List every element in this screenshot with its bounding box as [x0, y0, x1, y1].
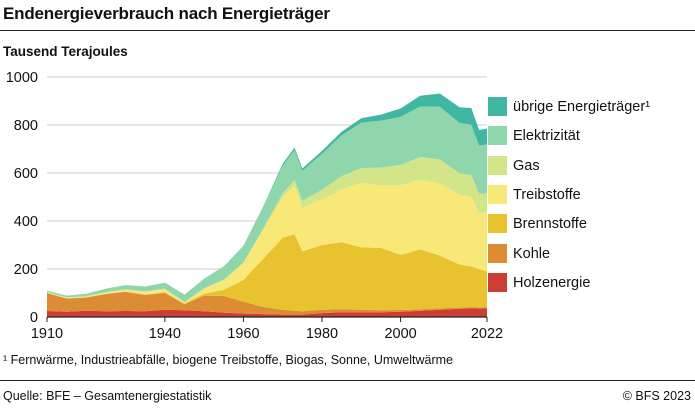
area-elektrizität	[47, 106, 487, 302]
y-axis-unit-label: Tausend Terajoules	[3, 44, 128, 59]
legend-swatch	[488, 126, 507, 146]
area-gas	[47, 156, 487, 303]
legend-label: Treibstoffe	[513, 186, 581, 203]
x-tick-label: 1980	[306, 326, 338, 342]
legend-label: Elektrizität	[513, 128, 580, 145]
chart-title: Endenergieverbrauch nach Energieträger	[3, 4, 330, 23]
copyright-note: © BFS 2023	[622, 389, 691, 403]
y-tick-label: 400	[14, 214, 38, 230]
y-tick-label: 800	[14, 118, 38, 134]
y-tick-label: 1000	[6, 70, 38, 86]
footer-divider	[0, 380, 695, 381]
legend-swatch	[488, 214, 507, 234]
area-treibstoffe	[47, 179, 487, 304]
source-note: Quelle: BFE – Gesamtenergiestatistik	[3, 389, 212, 403]
x-tick-label: 1940	[149, 326, 181, 342]
legend-label: Holzenergie	[513, 274, 591, 291]
legend-swatch	[488, 184, 507, 204]
area-brennstoffe	[47, 233, 487, 312]
area-kohle	[47, 291, 487, 315]
y-tick-label: 200	[14, 262, 38, 278]
footnote: ¹ Fernwärme, Industrieabfälle, biogene T…	[3, 353, 453, 367]
x-tick-label: 1910	[31, 326, 63, 342]
legend-swatch	[488, 243, 507, 263]
legend-label: übrige Energieträger¹	[513, 99, 651, 115]
y-tick-label: 0	[30, 310, 38, 326]
legend-label: Brennstoffe	[513, 216, 587, 233]
legend-label: Gas	[513, 157, 540, 174]
stacked-area-chart: 0 200 400 600 800 1000 1910 1940 1960 1980 2000 202…	[6, 70, 503, 342]
legend-swatch	[488, 272, 507, 292]
legend-swatch	[488, 97, 507, 116]
y-tick-label: 600	[14, 166, 38, 182]
title-divider	[0, 30, 695, 31]
area-series-group	[47, 93, 487, 317]
legend-label: Kohle	[513, 245, 551, 262]
x-tick-label: 1960	[227, 326, 259, 342]
x-tick-label: 2022	[471, 326, 503, 342]
legend-swatch	[488, 155, 507, 175]
x-tick-label: 2000	[384, 326, 416, 342]
area-holzenergie	[47, 308, 487, 317]
